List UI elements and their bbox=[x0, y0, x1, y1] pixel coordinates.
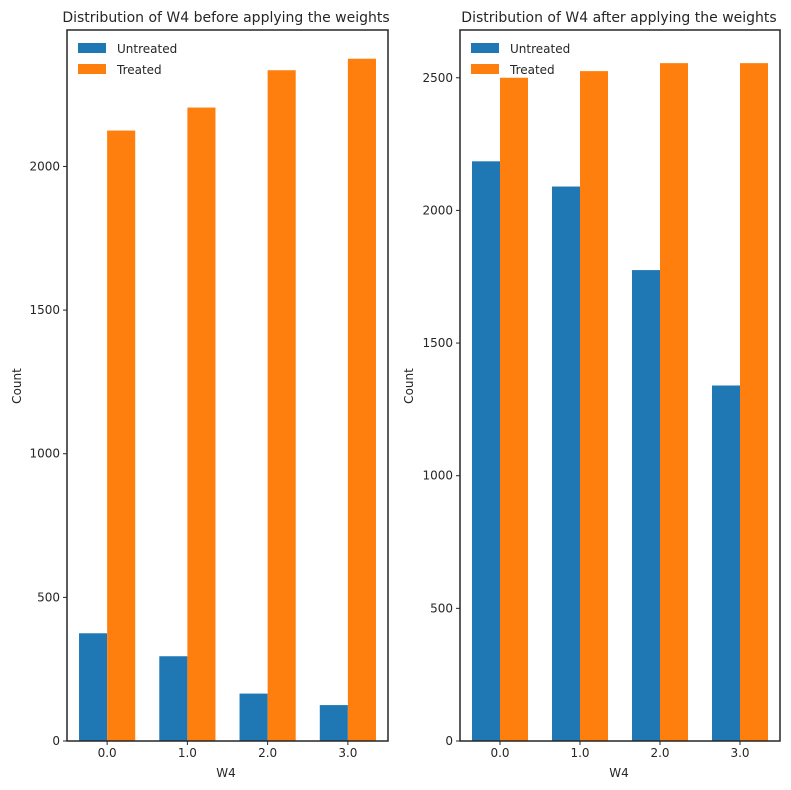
y-tick-label: 500 bbox=[430, 601, 453, 615]
y-ticks: 0 500 1000 1500 2000 bbox=[29, 159, 67, 748]
y-tick-label: 1500 bbox=[422, 336, 453, 350]
x-ticks: 0.0 1.0 2.0 3.0 bbox=[98, 741, 357, 760]
x-tick-label: 2.0 bbox=[258, 746, 277, 760]
plot-frame bbox=[66, 29, 389, 742]
x-ticks: 0.0 1.0 2.0 3.0 bbox=[490, 741, 750, 760]
x-tick-label: 2.0 bbox=[650, 746, 669, 760]
bar-treated-0.0 bbox=[500, 77, 528, 741]
legend-swatch-untreated bbox=[78, 43, 106, 53]
legend: Untreated Treated bbox=[471, 42, 570, 77]
legend-label-treated: Treated bbox=[116, 63, 162, 77]
plot-frame bbox=[459, 29, 781, 742]
panel-before-weights: Distribution of W4 before applying the w… bbox=[10, 10, 390, 780]
bar-untreated-2.0 bbox=[239, 693, 268, 741]
y-tick-label: 2000 bbox=[29, 159, 60, 173]
y-axis-label: Count bbox=[10, 368, 24, 404]
bar-treated-3.0 bbox=[347, 58, 376, 742]
legend-swatch-untreated bbox=[471, 43, 499, 53]
y-tick-label: 2000 bbox=[422, 203, 453, 217]
chart-title: Distribution of W4 after applying the we… bbox=[461, 10, 776, 26]
x-tick-label: 0.0 bbox=[98, 746, 117, 760]
x-tick-label: 1.0 bbox=[178, 746, 197, 760]
x-axis-label: W4 bbox=[609, 766, 629, 780]
x-tick-label: 0.0 bbox=[490, 746, 509, 760]
bar-untreated-1.0 bbox=[552, 186, 580, 741]
x-tick-label: 1.0 bbox=[570, 746, 589, 760]
bar-treated-2.0 bbox=[660, 63, 688, 742]
bar-untreated-0.0 bbox=[472, 161, 500, 741]
y-tick-label: 1500 bbox=[29, 303, 60, 317]
x-tick-label: 3.0 bbox=[338, 746, 357, 760]
bar-untreated-0.0 bbox=[79, 633, 108, 741]
legend: Untreated Treated bbox=[78, 42, 177, 77]
bar-treated-3.0 bbox=[740, 63, 768, 742]
y-tick-label: 0 bbox=[445, 734, 453, 748]
bar-untreated-2.0 bbox=[632, 270, 660, 741]
bar-treated-1.0 bbox=[187, 107, 216, 741]
y-tick-label: 1000 bbox=[422, 469, 453, 483]
y-axis-label: Count bbox=[402, 368, 416, 404]
chart-title: Distribution of W4 before applying the w… bbox=[62, 10, 389, 26]
y-ticks: 0 500 1000 1500 2000 2500 bbox=[422, 71, 460, 748]
x-axis-label: W4 bbox=[216, 766, 236, 780]
bar-treated-0.0 bbox=[107, 130, 136, 742]
bars bbox=[472, 63, 768, 742]
legend-swatch-treated bbox=[78, 64, 106, 74]
bar-treated-1.0 bbox=[580, 71, 608, 742]
bar-untreated-3.0 bbox=[712, 385, 740, 741]
bars bbox=[79, 58, 376, 742]
y-tick-label: 0 bbox=[52, 734, 60, 748]
y-tick-label: 2500 bbox=[422, 71, 453, 85]
bar-untreated-1.0 bbox=[159, 656, 188, 741]
x-tick-label: 3.0 bbox=[730, 746, 749, 760]
y-tick-label: 1000 bbox=[29, 447, 60, 461]
legend-label-treated: Treated bbox=[509, 63, 555, 77]
bar-treated-2.0 bbox=[267, 70, 296, 742]
legend-label-untreated: Untreated bbox=[510, 42, 570, 56]
legend-label-untreated: Untreated bbox=[117, 42, 177, 56]
panel-after-weights: Distribution of W4 after applying the we… bbox=[402, 10, 781, 780]
y-tick-label: 500 bbox=[37, 590, 60, 604]
bar-untreated-3.0 bbox=[319, 705, 348, 741]
legend-swatch-treated bbox=[471, 64, 499, 74]
